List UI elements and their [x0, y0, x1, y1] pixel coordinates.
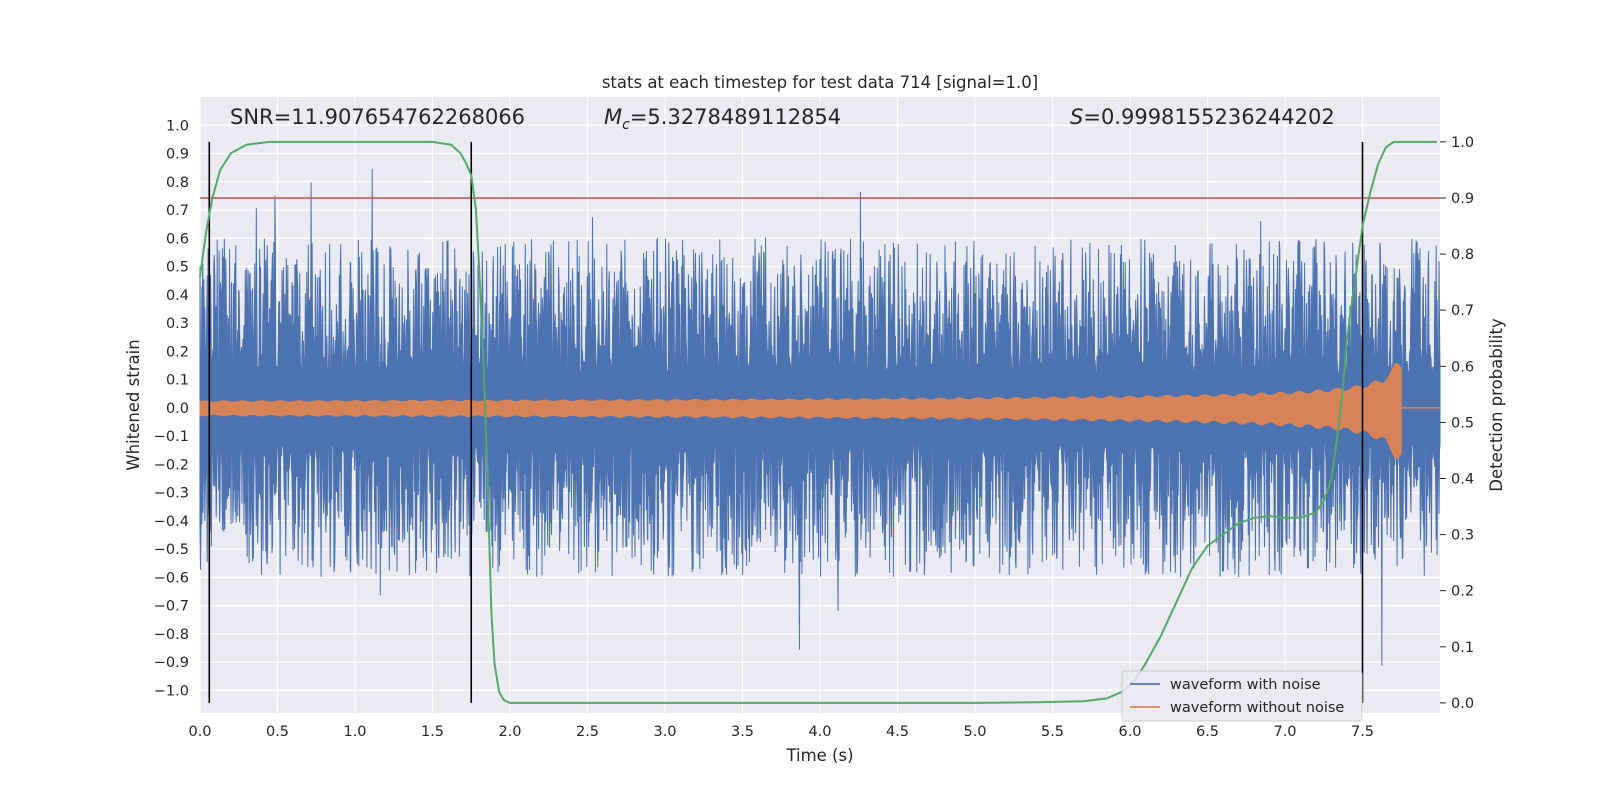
y2-tick-label: 1.0	[1451, 135, 1474, 151]
y-axis-label: Whitened strain	[124, 339, 143, 470]
clean-waveform-area	[199, 363, 1402, 460]
x-tick-label: 3.0	[653, 724, 676, 740]
s-value: =0.9998155236244202	[1083, 105, 1334, 129]
x-tick-label: 4.5	[886, 724, 909, 740]
legend-label-clean: waveform without noise	[1170, 700, 1344, 716]
y-tick-label: 0.7	[166, 203, 189, 219]
y2-tick-label: 0.9	[1451, 191, 1474, 207]
y2-tick-label: 0.0	[1451, 696, 1474, 712]
y-tick-label: 1.0	[166, 118, 189, 134]
y2-tick-label: 0.3	[1451, 528, 1474, 544]
noise-waveform-area	[199, 168, 1441, 666]
x-tick-label: 2.5	[576, 724, 599, 740]
y-tick-label: −0.4	[154, 514, 189, 530]
x-axis-label: Time (s)	[785, 746, 853, 765]
y-tick-label: −0.8	[154, 627, 189, 643]
y2-tick-label: 0.6	[1451, 359, 1474, 375]
y2-axis-label: Detection probability	[1487, 318, 1506, 492]
y-tick-label: −0.1	[154, 429, 189, 445]
y-tick-label: 0.1	[166, 373, 189, 389]
x-tick-label: 5.5	[1041, 724, 1064, 740]
x-tick-label: 1.5	[421, 724, 444, 740]
x-tick-label: 6.5	[1196, 724, 1219, 740]
s-symbol: S	[1070, 105, 1083, 129]
x-tick-label: 0.0	[188, 724, 211, 740]
y-tick-label: −1.0	[154, 683, 189, 699]
chirp-mass-annotation: Mc=5.3278489112854	[604, 105, 841, 133]
y-tick-label: −0.2	[154, 457, 189, 473]
s-annotation: S=0.9998155236244202	[1070, 105, 1335, 129]
y-tick-label: −0.9	[154, 655, 189, 671]
y-tick-label: 0.3	[166, 316, 189, 332]
ticks: 0.0 0.5 1.0 1.5 2.0 2.5 3.0 3.5 4.0 4.5 5.0 5.5 6.0 6…	[154, 118, 1474, 740]
y-tick-label: 0.0	[166, 401, 189, 417]
x-tick-label: 5.0	[963, 724, 986, 740]
legend: waveform with noise waveform without noi…	[1121, 670, 1363, 722]
y-tick-label: 0.6	[166, 231, 189, 247]
y2-tick-label: 0.4	[1451, 471, 1474, 487]
x-tick-label: 7.5	[1351, 724, 1374, 740]
snr-annotation: SNR=11.907654762268066	[230, 105, 525, 129]
y2-tick-label: 0.2	[1451, 584, 1474, 600]
y-tick-label: −0.6	[154, 570, 189, 586]
x-tick-label: 3.5	[731, 724, 754, 740]
y-tick-label: 0.5	[166, 260, 189, 276]
y-tick-label: −0.7	[154, 599, 189, 615]
y-tick-label: −0.3	[154, 486, 189, 502]
x-tick-label: 7.0	[1273, 724, 1296, 740]
y-tick-label: 0.2	[166, 344, 189, 360]
x-tick-label: 6.0	[1118, 724, 1141, 740]
y-tick-label: 0.8	[166, 175, 189, 191]
x-tick-label: 0.5	[266, 724, 289, 740]
chirp-mass-value: =5.3278489112854	[630, 105, 841, 129]
chirp-mass-subscript: c	[622, 117, 630, 133]
overlays	[199, 140, 1440, 704]
x-tick-label: 1.0	[343, 724, 366, 740]
chirp-mass-symbol: M	[604, 105, 622, 129]
y2-tick-label: 0.1	[1451, 640, 1474, 656]
y-tick-label: 0.9	[166, 147, 189, 163]
legend-label-noise: waveform with noise	[1170, 677, 1321, 693]
x-tick-label: 4.0	[808, 724, 831, 740]
legend-box	[1121, 670, 1363, 722]
y2-tick-label: 0.8	[1451, 247, 1474, 263]
y2-tick-label: 0.7	[1451, 303, 1474, 319]
y-tick-label: 0.4	[166, 288, 189, 304]
y-tick-label: −0.5	[154, 542, 189, 558]
chart-title: stats at each timestep for test data 714…	[602, 73, 1038, 92]
series-waveform-without-noise	[199, 363, 1440, 460]
x-tick-label: 2.0	[498, 724, 521, 740]
series-waveform-with-noise	[199, 168, 1441, 666]
detection-probability-line	[199, 140, 1437, 704]
y2-tick-label: 0.5	[1451, 415, 1474, 431]
